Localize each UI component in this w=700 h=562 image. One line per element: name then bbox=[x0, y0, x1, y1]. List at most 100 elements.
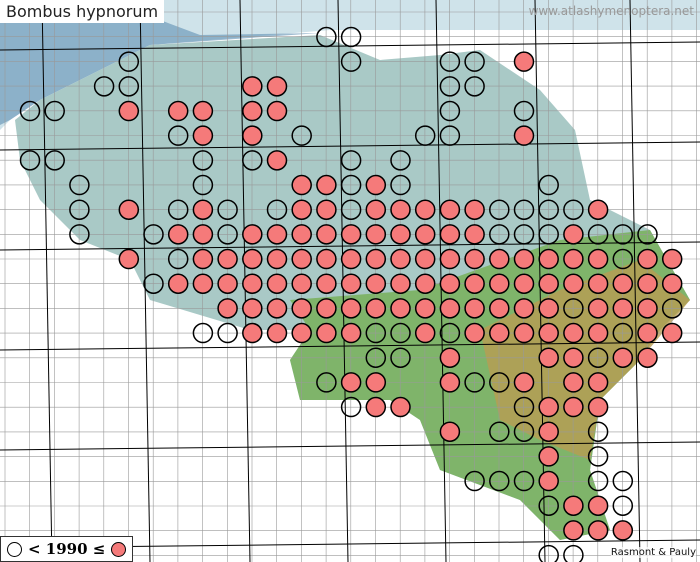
record-old bbox=[637, 224, 658, 245]
record-recent bbox=[242, 273, 263, 294]
record-old bbox=[563, 199, 584, 220]
record-recent bbox=[340, 372, 362, 393]
record-recent bbox=[390, 199, 411, 220]
record-recent bbox=[513, 273, 535, 294]
record-recent bbox=[316, 248, 337, 270]
record-recent bbox=[340, 322, 362, 344]
record-recent bbox=[661, 273, 683, 294]
record-recent bbox=[538, 298, 559, 319]
record-recent bbox=[291, 322, 312, 344]
record-recent bbox=[414, 224, 436, 245]
record-recent bbox=[242, 125, 263, 146]
record-old bbox=[489, 470, 510, 492]
record-recent bbox=[439, 224, 461, 245]
record-recent bbox=[513, 248, 535, 270]
record-recent bbox=[538, 446, 559, 467]
record-old bbox=[661, 298, 683, 319]
record-old bbox=[439, 100, 461, 122]
record-recent bbox=[266, 298, 288, 319]
record-recent bbox=[464, 248, 485, 270]
record-recent bbox=[192, 100, 214, 122]
record-old bbox=[217, 224, 238, 245]
record-old bbox=[167, 199, 189, 220]
record-old bbox=[513, 421, 535, 442]
record-recent bbox=[563, 248, 584, 270]
record-old bbox=[587, 224, 609, 245]
record-recent bbox=[464, 199, 485, 220]
record-recent bbox=[538, 248, 559, 270]
record-old bbox=[612, 495, 634, 516]
record-recent bbox=[637, 248, 658, 270]
record-recent bbox=[637, 347, 658, 368]
record-recent bbox=[390, 273, 411, 294]
record-recent bbox=[414, 248, 436, 270]
record-old bbox=[612, 224, 634, 245]
record-old bbox=[242, 150, 263, 171]
legend-label: < 1990 ≤ bbox=[28, 540, 106, 558]
record-old bbox=[19, 100, 41, 122]
record-recent bbox=[365, 273, 387, 294]
record-old bbox=[167, 125, 189, 146]
record-old bbox=[192, 174, 214, 196]
record-old bbox=[340, 26, 362, 48]
record-recent bbox=[538, 421, 559, 442]
record-recent bbox=[291, 174, 312, 196]
record-old bbox=[587, 470, 609, 492]
record-recent bbox=[538, 470, 559, 492]
record-recent bbox=[587, 396, 609, 418]
record-old bbox=[340, 396, 362, 418]
record-recent bbox=[489, 248, 510, 270]
record-recent bbox=[464, 298, 485, 319]
record-old bbox=[192, 322, 214, 344]
record-old bbox=[489, 421, 510, 442]
record-recent bbox=[266, 150, 288, 171]
record-recent bbox=[464, 322, 485, 344]
grid-major bbox=[629, 0, 641, 562]
record-recent bbox=[192, 248, 214, 270]
record-recent bbox=[365, 298, 387, 319]
record-recent bbox=[563, 495, 584, 516]
record-old bbox=[316, 26, 337, 48]
record-recent bbox=[390, 248, 411, 270]
record-recent bbox=[242, 100, 263, 122]
record-old bbox=[93, 76, 115, 97]
grid-major bbox=[0, 341, 700, 351]
record-old bbox=[316, 372, 337, 393]
record-old bbox=[587, 421, 609, 442]
record-recent bbox=[464, 224, 485, 245]
record-recent bbox=[340, 273, 362, 294]
record-recent bbox=[439, 298, 461, 319]
record-old bbox=[365, 347, 387, 368]
record-recent bbox=[661, 248, 683, 270]
record-old bbox=[513, 396, 535, 418]
record-recent bbox=[464, 273, 485, 294]
record-recent bbox=[513, 51, 535, 72]
record-old bbox=[217, 322, 238, 344]
record-old bbox=[538, 174, 559, 196]
record-old bbox=[513, 199, 535, 220]
record-recent bbox=[587, 322, 609, 344]
legend-filled bbox=[111, 541, 127, 557]
record-recent bbox=[587, 298, 609, 319]
record-recent bbox=[513, 372, 535, 393]
grid-major bbox=[41, 0, 53, 562]
record-recent bbox=[242, 248, 263, 270]
record-recent bbox=[365, 248, 387, 270]
record-old bbox=[44, 150, 65, 171]
record-recent bbox=[439, 248, 461, 270]
record-recent bbox=[563, 396, 584, 418]
record-recent bbox=[612, 273, 634, 294]
record-recent bbox=[365, 174, 387, 196]
record-recent bbox=[217, 298, 238, 319]
record-recent bbox=[612, 347, 634, 368]
record-old bbox=[489, 372, 510, 393]
record-recent bbox=[587, 520, 609, 541]
record-recent bbox=[513, 322, 535, 344]
record-old bbox=[489, 224, 510, 245]
record-recent bbox=[291, 298, 312, 319]
record-recent bbox=[242, 224, 263, 245]
record-old bbox=[513, 470, 535, 492]
record-recent bbox=[439, 199, 461, 220]
